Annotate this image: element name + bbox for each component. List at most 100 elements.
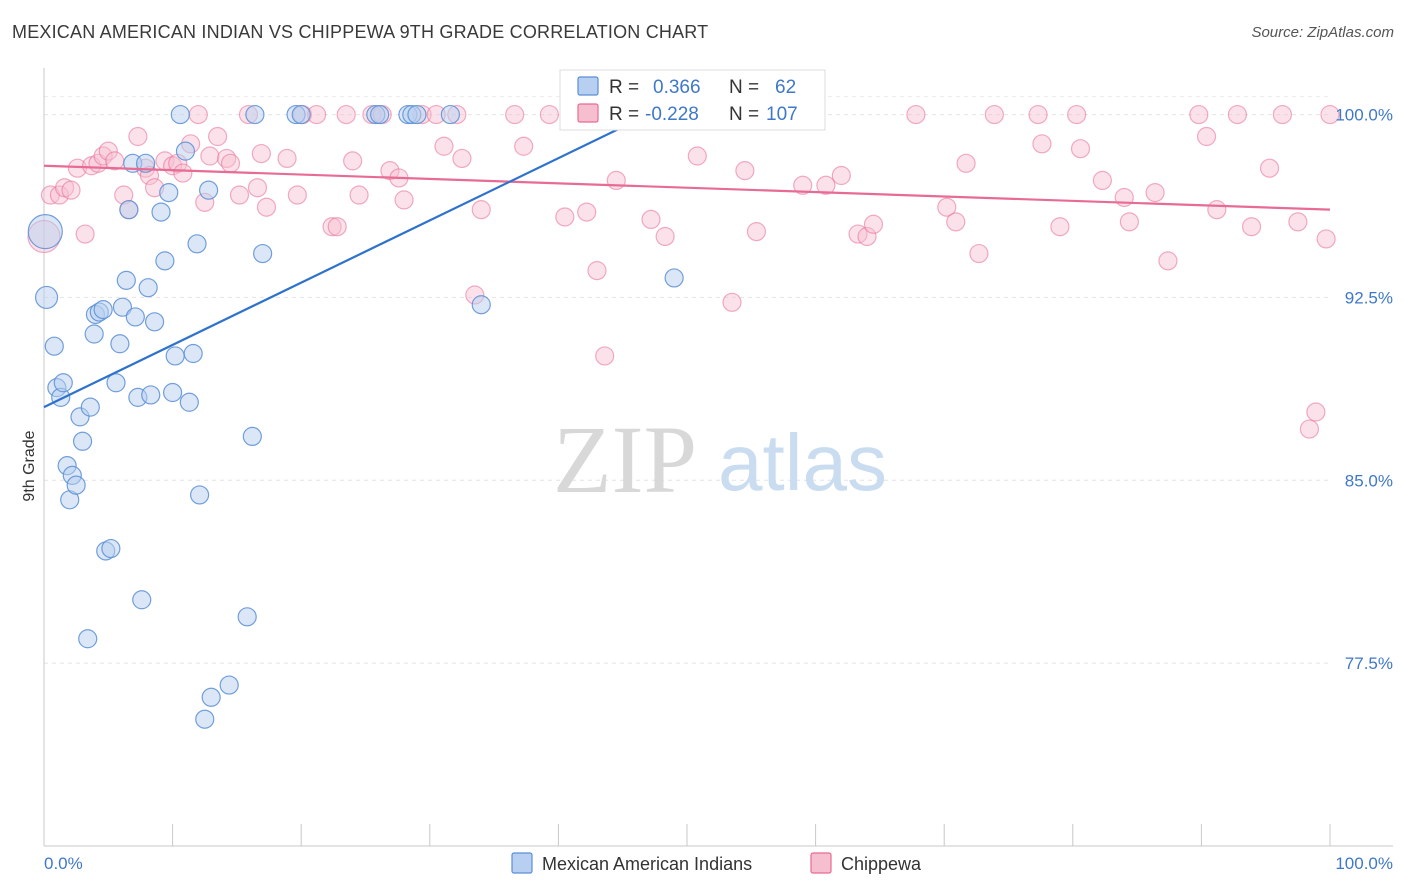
chippewa-point (863, 214, 884, 234)
mexican-american-indians-point (440, 104, 460, 125)
chippewa-point (394, 190, 414, 210)
chippewa-point (98, 141, 118, 161)
chippewa-point (587, 261, 607, 281)
legend-swatch-mexican-american-indians (511, 852, 533, 874)
legend-label-chippewa: Chippewa (841, 854, 922, 874)
series-mexican-american-indians-points (27, 104, 684, 729)
mexican-american-indians-point (237, 607, 257, 627)
chippewa-point (229, 185, 250, 205)
mexican-american-indians-point (183, 343, 203, 364)
chippewa-point (336, 104, 356, 125)
y-tick-label-2: 85.0% (1345, 471, 1393, 490)
chippewa-point (937, 197, 957, 217)
mexican-american-indians-point (664, 268, 684, 288)
legend-r-value-2: -0.228 (645, 104, 699, 125)
x-tick-label-0: 0.0% (44, 854, 83, 873)
chippewa-point (1158, 251, 1178, 271)
mexican-american-indians-point (253, 243, 273, 264)
trend-line-mexican-american-indians (43, 113, 649, 409)
chippewa-point (1316, 229, 1336, 249)
legend-r-value-1: 0.366 (653, 77, 701, 98)
mexican-american-indians-point (165, 346, 185, 366)
chippewa-point (1189, 104, 1209, 125)
mexican-american-indians-point (44, 336, 64, 356)
mexican-american-indians-point (195, 709, 215, 729)
chippewa-point (514, 136, 534, 156)
mexican-american-indians-point (199, 180, 219, 200)
chippewa-point (327, 217, 347, 237)
gridlines (44, 96, 1330, 664)
chippewa-point (471, 200, 491, 220)
mexican-american-indians-point (138, 278, 158, 298)
mexican-american-indians-point (112, 297, 133, 317)
chippewa-point (434, 136, 454, 156)
mexican-american-indians-point (187, 234, 207, 254)
legend-swatch-chippewa (810, 852, 832, 874)
chippewa-point (641, 209, 661, 230)
mexican-american-indians-point (179, 392, 199, 412)
chippewa-point (1320, 104, 1340, 125)
axes (43, 68, 1393, 847)
chippewa-point (606, 170, 626, 190)
chippewa-point (1028, 104, 1048, 125)
chippewa-point (946, 212, 966, 232)
mexican-american-indians-point (144, 312, 165, 332)
mexican-american-indians-point (27, 214, 63, 250)
chippewa-point (722, 292, 742, 312)
mexican-american-indians-point (245, 104, 265, 125)
chippewa-point (793, 175, 813, 195)
mexican-american-indians-point (407, 104, 427, 125)
chippewa-point (1259, 158, 1280, 178)
legend-n-value-2: 107 (766, 104, 798, 125)
y-tick-label-1: 92.5% (1345, 288, 1393, 307)
mexican-american-indians-point (219, 675, 239, 695)
mexican-american-indians-point (159, 182, 179, 203)
mexican-american-indians-point (125, 307, 145, 327)
mexican-american-indians-point (201, 687, 221, 707)
chippewa-point (1196, 126, 1217, 147)
chippewa-point (906, 104, 926, 125)
mexican-american-indians-point (370, 104, 390, 125)
x-tick-label-1: 100.0% (1335, 854, 1393, 873)
chippewa-point (577, 202, 597, 222)
chippewa-point (452, 148, 472, 169)
mexican-american-indians-point (101, 538, 121, 559)
mexican-american-indians-point (471, 295, 491, 315)
chippewa-point (277, 148, 297, 169)
chippewa-point (1241, 217, 1262, 237)
chippewa-point (1288, 212, 1308, 232)
trend-line-chippewa (43, 164, 1331, 211)
legend-swatch-pink (577, 103, 599, 123)
mexican-american-indians-point (132, 590, 152, 610)
mexican-american-indians-point (175, 141, 196, 161)
mexican-american-indians-point (190, 485, 210, 505)
legend-label-mexican-american-indians: Mexican American Indians (542, 854, 752, 874)
mexican-american-indians-point (163, 382, 183, 403)
legend-r-label-2: R = (609, 104, 639, 125)
mexican-american-indians-point (80, 397, 100, 417)
y-axis-label: 9th Grade (21, 430, 38, 501)
y-tick-label-3: 77.5% (1345, 654, 1393, 673)
mexican-american-indians-point (78, 629, 98, 649)
mexican-american-indians-point (34, 285, 59, 310)
chippewa-point (188, 104, 208, 125)
chippewa-point (220, 153, 241, 173)
chippewa-point (735, 161, 755, 181)
mexican-american-indians-point (119, 200, 139, 220)
chippewa-point (1092, 170, 1112, 190)
watermark: ZIP atlas (553, 406, 887, 513)
chippewa-point (1272, 104, 1293, 125)
series-legend: Mexican American Indians Chippewa (511, 852, 922, 874)
y-tick-label-0: 100.0% (1335, 106, 1393, 125)
chippewa-point (256, 197, 277, 217)
stats-legend: R = 0.366 N = 62 R = -0.228 N = 107 (559, 69, 826, 131)
mexican-american-indians-point (141, 385, 161, 405)
chippewa-point (208, 126, 228, 147)
chippewa-point (857, 226, 877, 247)
chippewa-point (984, 104, 1004, 125)
mexican-american-indians-point (155, 251, 175, 271)
chippewa-point (1306, 402, 1326, 422)
legend-r-label-1: R = (609, 77, 639, 98)
chippewa-point (555, 207, 575, 227)
